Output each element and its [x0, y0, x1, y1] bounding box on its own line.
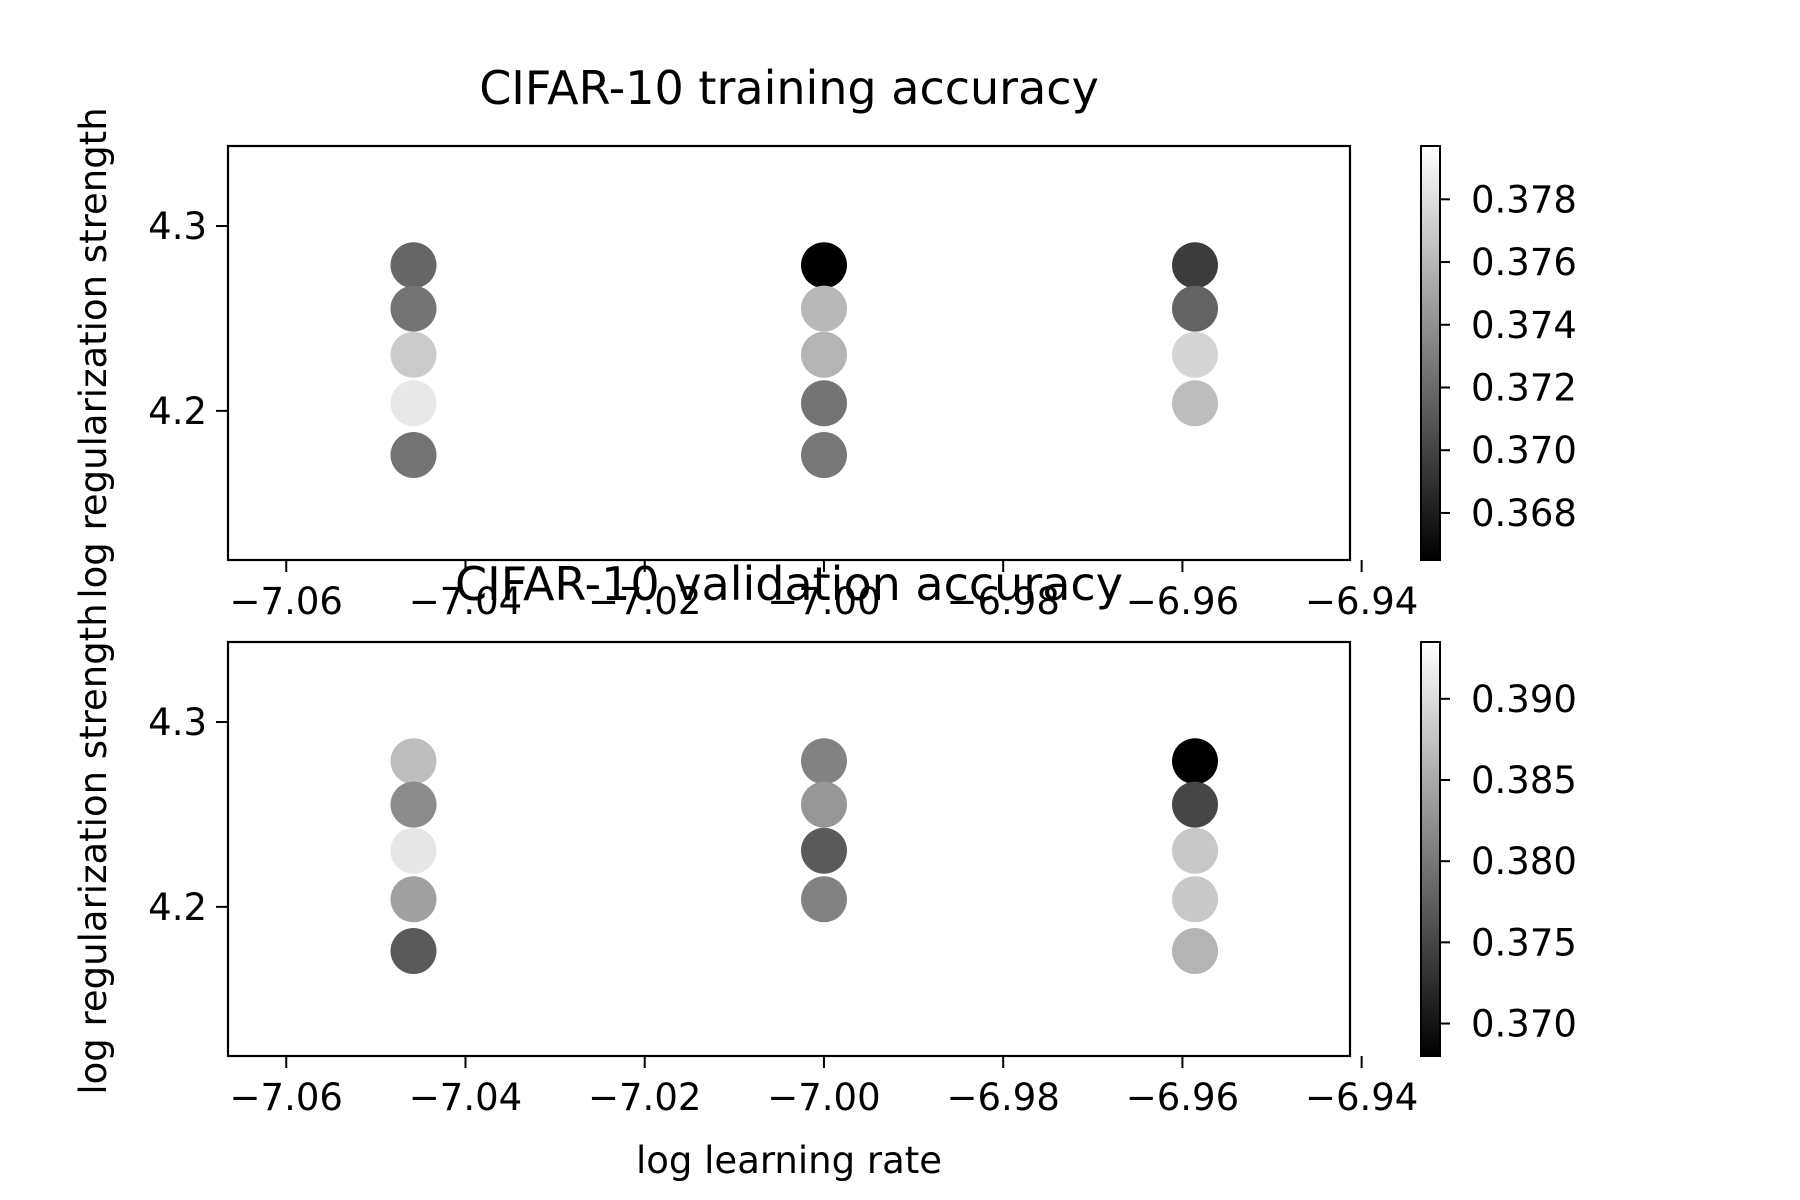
validation-accuracy-x-tick-label-3: −7.00 — [767, 1076, 880, 1119]
validation-accuracy-colorbar-tick-label-4: 0.390 — [1471, 678, 1577, 721]
training-accuracy-colorbar-tick-label-1: 0.370 — [1471, 429, 1577, 472]
validation-accuracy-x-tick-label-2: −7.02 — [588, 1076, 701, 1119]
validation-accuracy-colorbar-tick-label-2: 0.380 — [1471, 840, 1577, 883]
validation-accuracy-colorbar-gradient — [1420, 641, 1441, 1057]
training-accuracy-colorbar: 0.368 0.370 0.372 0.374 0.376 0.378 — [1420, 145, 1577, 561]
training-accuracy-colorbar-tick-label-4: 0.376 — [1471, 241, 1577, 284]
training-accuracy-point-12 — [1172, 331, 1218, 378]
training-accuracy-x-tick-label-2: −7.02 — [588, 580, 701, 623]
validation-accuracy-x-tick-label-6: −6.94 — [1305, 1076, 1418, 1119]
training-accuracy-colorbar-tick-label-3: 0.374 — [1471, 304, 1577, 347]
training-accuracy-colorbar-tick-label-5: 0.378 — [1471, 178, 1577, 221]
training-accuracy-x-tick-label-4: −6.98 — [946, 580, 1059, 623]
training-accuracy-x-tick-label-1: −7.04 — [409, 580, 522, 623]
training-accuracy-point-0 — [390, 242, 437, 289]
validation-accuracy-point-13 — [1172, 928, 1218, 974]
validation-accuracy-point-10 — [1172, 781, 1218, 828]
training-accuracy-x-tick-label-5: −6.96 — [1126, 580, 1239, 623]
validation-accuracy-points — [390, 738, 1218, 974]
validation-accuracy-colorbar-ticks: 0.370 0.375 0.380 0.385 0.390 — [1440, 678, 1577, 1046]
validation-accuracy-y-tick-label-1: 4.3 — [148, 701, 207, 744]
validation-accuracy-point-4 — [390, 928, 437, 974]
validation-accuracy-x-tick-label-5: −6.96 — [1126, 1076, 1239, 1119]
training-accuracy-y-axis-label: log regularization strength — [72, 107, 115, 598]
x-axis-label: log learning rate — [636, 1139, 942, 1182]
training-accuracy-y-tick-label-0: 4.2 — [148, 390, 207, 433]
validation-accuracy-point-8 — [801, 876, 847, 923]
training-accuracy-panel: −7.06 −7.04 −7.02 −7.00 −6.98 −6.96 −6.94 4.24… — [72, 61, 1577, 623]
training-accuracy-point-13 — [1172, 380, 1218, 427]
validation-accuracy-plot-frame — [226, 640, 1352, 1058]
training-accuracy-colorbar-tick-label-2: 0.372 — [1471, 367, 1577, 410]
training-accuracy-point-6 — [801, 285, 847, 332]
training-accuracy-point-2 — [390, 331, 437, 378]
training-accuracy-point-4 — [390, 432, 437, 478]
training-accuracy-colorbar-ticks: 0.368 0.370 0.372 0.374 0.376 0.378 — [1440, 178, 1577, 535]
training-accuracy-point-3 — [390, 380, 437, 427]
training-accuracy-x-tick-label-6: −6.94 — [1305, 580, 1418, 623]
validation-accuracy-point-7 — [801, 827, 847, 874]
validation-accuracy-colorbar-tick-label-3: 0.385 — [1471, 759, 1577, 802]
training-accuracy-colorbar-gradient — [1420, 145, 1441, 561]
validation-accuracy-y-tick-label-0: 4.2 — [148, 886, 207, 929]
training-accuracy-point-7 — [801, 331, 847, 378]
training-accuracy-x-tick-label-0: −7.06 — [230, 580, 343, 623]
training-accuracy-title: CIFAR-10 training accuracy — [479, 61, 1099, 115]
training-accuracy-colorbar-tick-label-0: 0.368 — [1471, 492, 1577, 535]
validation-accuracy-title: CIFAR-10 validation accuracy — [455, 557, 1123, 611]
training-accuracy-x-ticks: −7.06 −7.04 −7.02 −7.00 −6.98 −6.96 −6.94 — [230, 560, 1418, 623]
training-accuracy-point-5 — [801, 242, 847, 289]
validation-accuracy-point-11 — [1172, 827, 1218, 874]
validation-accuracy-colorbar: 0.370 0.375 0.380 0.385 0.390 — [1420, 641, 1577, 1057]
training-accuracy-point-1 — [390, 285, 437, 332]
validation-accuracy-colorbar-tick-label-1: 0.375 — [1471, 921, 1577, 964]
training-accuracy-points — [390, 242, 1218, 478]
validation-accuracy-point-6 — [801, 781, 847, 828]
validation-accuracy-point-2 — [390, 827, 437, 874]
validation-accuracy-x-tick-label-0: −7.06 — [230, 1076, 343, 1119]
validation-accuracy-panel: −7.06 −7.04 −7.02 −7.00 −6.98 −6.96 −6.94 4.24… — [72, 557, 1577, 1182]
training-accuracy-y-ticks: 4.2 4.3 — [148, 205, 228, 433]
training-accuracy-point-10 — [1172, 242, 1218, 289]
validation-accuracy-x-tick-label-4: −6.98 — [946, 1076, 1059, 1119]
validation-accuracy-point-3 — [390, 876, 437, 923]
validation-accuracy-x-ticks: −7.06 −7.04 −7.02 −7.00 −6.98 −6.96 −6.94 — [230, 1056, 1418, 1119]
validation-accuracy-y-axis-label: log regularization strength — [72, 603, 115, 1094]
validation-accuracy-point-1 — [390, 781, 437, 828]
validation-accuracy-colorbar-tick-label-0: 0.370 — [1471, 1003, 1577, 1046]
validation-accuracy-point-9 — [1172, 738, 1218, 785]
validation-accuracy-point-5 — [801, 738, 847, 785]
training-accuracy-point-8 — [801, 380, 847, 427]
training-accuracy-point-9 — [801, 432, 847, 478]
validation-accuracy-point-0 — [390, 738, 437, 785]
validation-accuracy-x-tick-label-1: −7.04 — [409, 1076, 522, 1119]
training-accuracy-y-tick-label-1: 4.3 — [148, 205, 207, 248]
validation-accuracy-point-12 — [1172, 876, 1218, 923]
validation-accuracy-y-ticks: 4.2 4.3 — [148, 701, 228, 929]
training-accuracy-x-tick-label-3: −7.00 — [767, 580, 880, 623]
training-accuracy-plot-frame — [226, 144, 1352, 562]
training-accuracy-point-11 — [1172, 285, 1218, 332]
